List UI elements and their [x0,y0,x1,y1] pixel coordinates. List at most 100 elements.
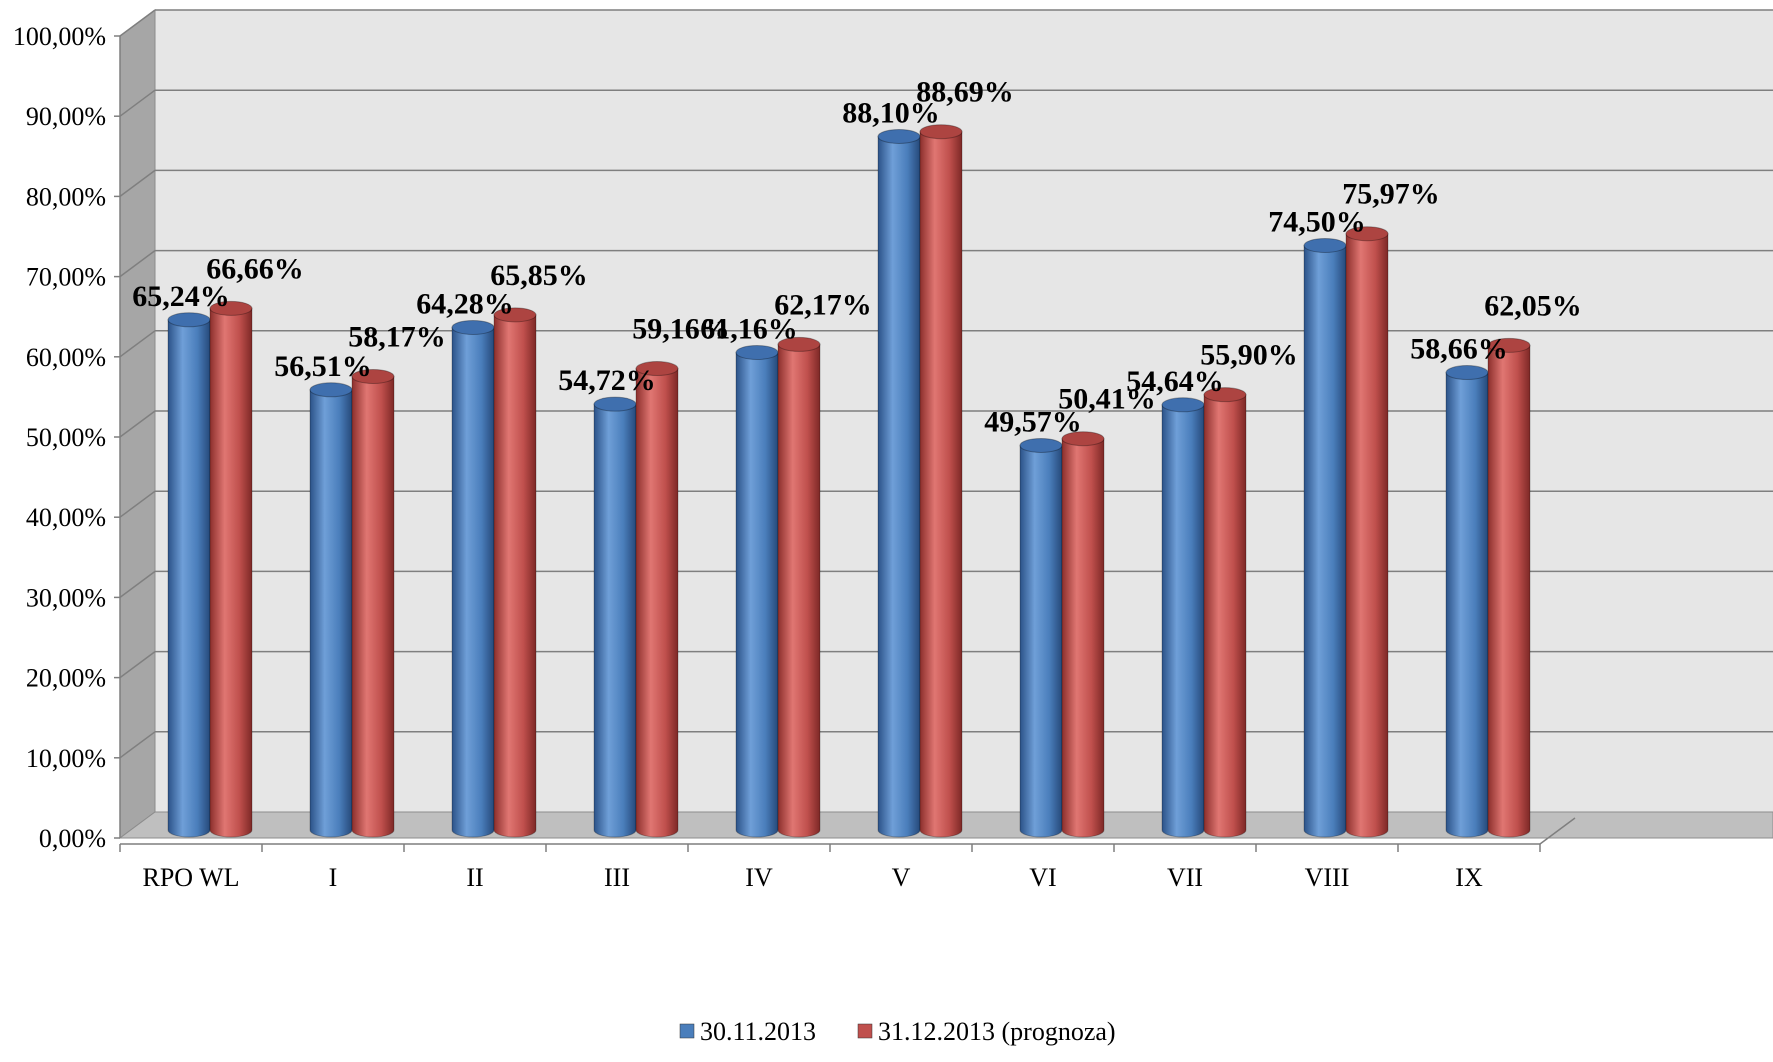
bar-top [1345,226,1389,242]
data-label: 88,10% [842,96,940,129]
bar [351,368,395,838]
bar-body [209,307,253,838]
y-tick-label: 40,00% [26,503,106,532]
bar-body [351,375,395,838]
bar-body [735,351,779,838]
bar [167,312,211,838]
bar-top [1303,238,1347,254]
data-label: 59,16% [632,313,730,346]
data-label: 66,66% [206,252,304,285]
data-label: 55,90% [1200,339,1298,372]
bar-top [1203,387,1247,403]
bar-top [735,344,779,360]
gridline-side [119,490,156,518]
bar-top [593,396,637,412]
x-tick-label: V [892,863,911,892]
x-tick-label: IX [1455,863,1483,892]
data-label: 62,17% [774,288,872,321]
y-tick-label: 90,00% [26,102,106,131]
bar-body [877,135,921,838]
bar [593,396,637,838]
x-tick-label: IV [745,863,773,892]
gridline-side [119,89,156,117]
x-tick-label: VIII [1305,863,1350,892]
bar [451,319,495,838]
bar-body [1203,394,1247,838]
bar [493,307,537,838]
y-tick-label: 30,00% [26,583,106,612]
bar [1019,437,1063,838]
data-label: 58,66% [1410,333,1508,366]
bar [1161,397,1205,838]
gridline-side [119,9,156,37]
bar [1345,226,1389,838]
bar-top [1445,365,1489,381]
x-tick-label: III [604,863,630,892]
y-tick-label: 100,00% [13,22,106,51]
data-label: 65,85% [490,259,588,292]
bar [635,361,679,838]
data-label: 49,57% [984,405,1082,438]
bar [735,344,779,838]
data-label: 75,97% [1342,178,1440,211]
bar [309,382,353,838]
bar [1487,337,1531,838]
bar [777,336,821,838]
gridline-side [119,330,156,358]
data-label: 64,28% [416,287,514,320]
data-label: 62,05% [1484,289,1582,322]
data-label: 61,16% [700,312,798,345]
bar-top [209,300,253,316]
bar-top [1019,437,1063,453]
legend-label: 30.11.2013 [700,1017,816,1046]
y-tick-label: 50,00% [26,423,106,452]
data-label: 54,64% [1126,365,1224,398]
data-label: 58,17% [348,320,446,353]
gridline-side [119,570,156,599]
bar [209,300,253,838]
bar-body [309,389,353,838]
y-tick-label: 60,00% [26,343,106,372]
gridline-side [119,410,156,438]
bar-body [493,314,537,838]
bar-body [1161,404,1205,838]
bar-top [493,307,537,323]
bar-body [167,319,211,838]
bar-top [351,368,395,384]
bar [1445,365,1489,838]
gridline-side [119,169,156,198]
bar-top [1061,431,1105,447]
x-tick-label: I [329,863,338,892]
data-labels: 65,24% 56,51% 64,28% 54,72% 61,16% 88,10% 49,5… [132,76,1582,439]
x-axis: RPO WL I II III IV V VI VII VIII IX [119,817,1576,892]
bar-top [877,128,921,144]
x-axis-depth [1539,817,1576,845]
y-tick-label: 20,00% [26,664,106,693]
bar-top [1487,337,1531,353]
bar-body [919,131,963,838]
bar-body [451,326,495,838]
bar-top [1161,397,1205,413]
y-tick-label: 10,00% [26,744,106,773]
x-tick-label: VII [1167,863,1203,892]
x-tick-label: VI [1029,863,1056,892]
bar-top [635,361,679,377]
bar-body [1303,245,1347,838]
bar-top [167,312,211,328]
bar [919,124,963,838]
data-label: 54,72% [558,364,656,397]
legend: 30.11.2013 31.12.2013 (prognoza) [679,1017,1116,1046]
x-tick-label: RPO WL [142,863,239,892]
bar-body [1019,444,1063,838]
y-tick-label: 80,00% [26,182,106,211]
bar-body [1345,233,1389,838]
bar-body [1061,438,1105,838]
bar-body [635,368,679,838]
bar [1303,238,1347,838]
data-label: 74,50% [1268,206,1366,239]
bar-body [593,403,637,838]
data-label: 65,24% [132,280,230,313]
bars [167,124,1531,838]
legend-swatch [857,1023,873,1039]
bar-top [309,382,353,398]
